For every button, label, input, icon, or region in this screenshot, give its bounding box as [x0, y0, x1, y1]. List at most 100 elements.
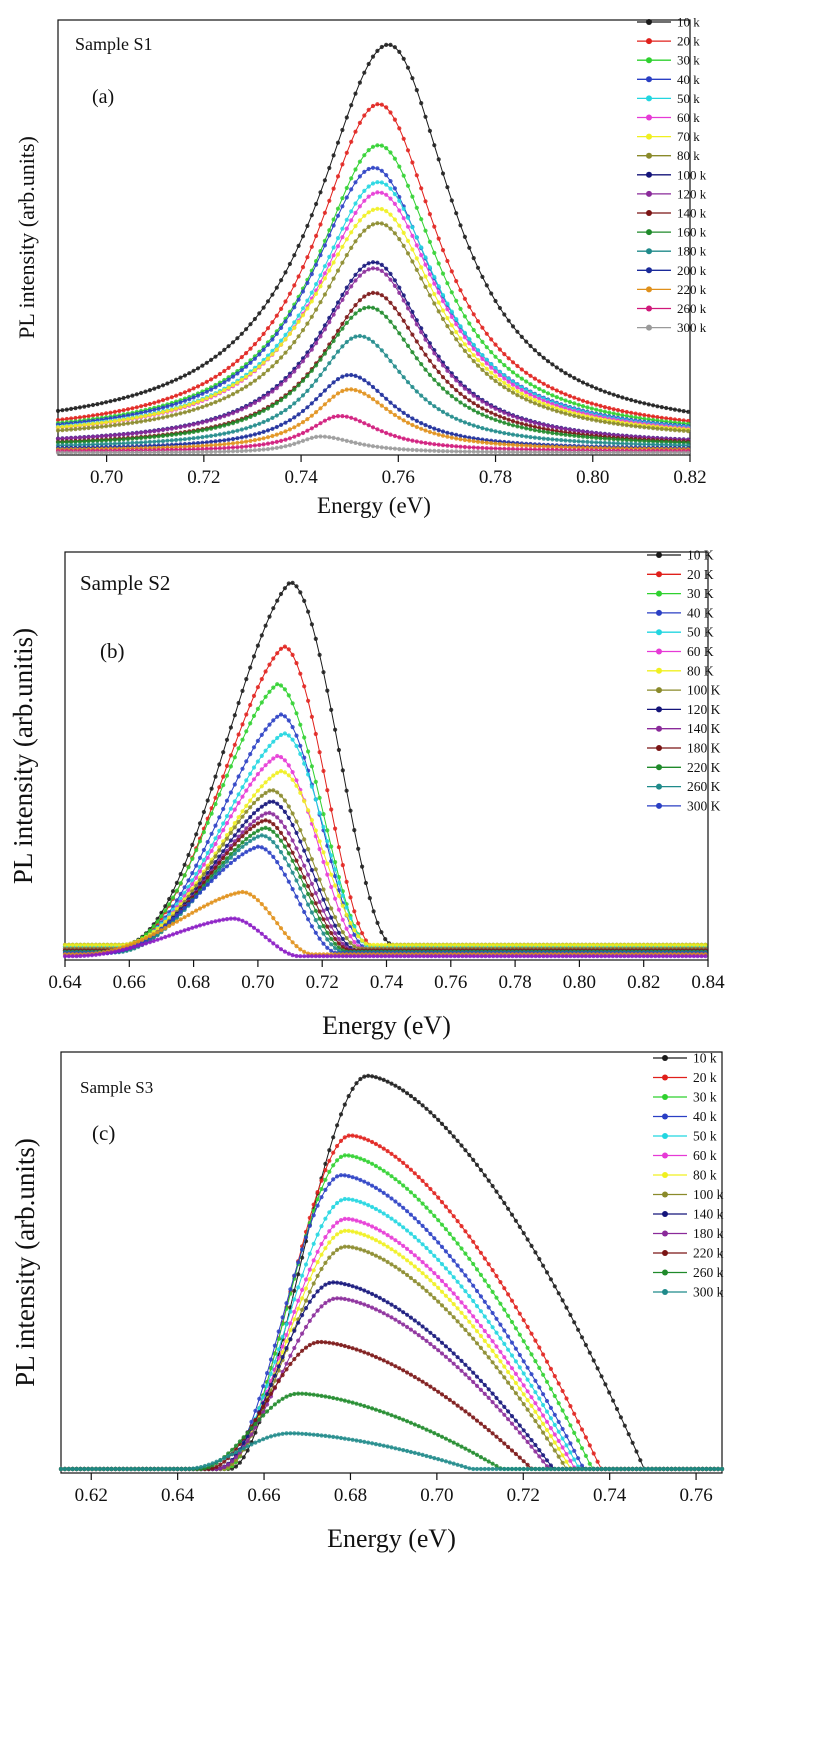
data-point: [263, 825, 268, 831]
data-point: [397, 126, 402, 131]
data-point: [182, 398, 187, 403]
data-point: [147, 388, 152, 393]
data-point: [563, 438, 568, 443]
data-point: [432, 292, 437, 297]
data-point: [221, 849, 226, 854]
data-point: [387, 942, 392, 948]
data-point: [182, 431, 187, 436]
data-point: [271, 854, 276, 860]
data-point: [467, 347, 472, 353]
data-point: [336, 893, 341, 899]
data-point: [278, 732, 284, 738]
data-point: [194, 894, 199, 899]
data-point: [261, 360, 266, 365]
data-point: [73, 427, 78, 432]
data-point: [510, 390, 516, 395]
data-point: [580, 404, 586, 409]
data-point: [240, 852, 245, 857]
data-point: [279, 325, 284, 330]
data-point: [279, 398, 284, 403]
data-point: [259, 732, 264, 738]
data-point: [160, 433, 166, 438]
data-point: [121, 450, 126, 455]
data-point: [576, 450, 581, 455]
data-point: [580, 415, 586, 420]
data-point: [462, 444, 467, 450]
data-point: [375, 307, 380, 312]
data-point: [271, 788, 276, 793]
data-point: [317, 795, 322, 801]
data-point: [275, 860, 280, 865]
data-point: [541, 426, 546, 431]
data-point: [278, 819, 284, 824]
data-point: [467, 435, 472, 440]
data-point: [624, 441, 629, 446]
data-point: [375, 190, 380, 195]
data-point: [515, 447, 520, 452]
data-point: [414, 318, 419, 323]
data-point: [655, 442, 660, 447]
data-point: [357, 174, 362, 179]
data-point: [515, 443, 520, 448]
data-point: [397, 194, 402, 200]
data-point: [532, 450, 538, 455]
data-point: [545, 384, 551, 389]
data-point: [178, 872, 183, 877]
data-point: [125, 432, 131, 437]
data-point: [240, 722, 245, 727]
data-point: [69, 439, 74, 445]
data-point: [427, 212, 432, 217]
data-point: [691, 942, 697, 948]
data-point: [235, 419, 240, 424]
data-point: [633, 411, 638, 416]
data-point: [296, 319, 301, 324]
data-point: [537, 428, 542, 434]
data-point: [182, 424, 187, 429]
data-point: [340, 936, 345, 942]
data-point: [187, 450, 192, 455]
data-point: [279, 438, 284, 443]
data-point: [419, 245, 424, 250]
data-point: [190, 871, 195, 876]
data-point: [541, 436, 546, 441]
data-point: [598, 436, 603, 441]
data-point: [95, 402, 100, 407]
data-point: [401, 436, 406, 441]
data-point: [611, 421, 616, 426]
data-point: [257, 398, 262, 403]
data-point: [642, 413, 647, 418]
data-point: [585, 400, 590, 405]
data-point: [296, 412, 301, 417]
legend-item: 60 k: [637, 110, 700, 125]
data-point: [160, 405, 166, 410]
data-point: [646, 450, 651, 455]
data-point: [370, 207, 376, 212]
data-point: [493, 412, 498, 417]
data-point: [366, 224, 371, 229]
data-point: [314, 363, 319, 368]
data-point: [226, 365, 231, 370]
data-point: [191, 444, 196, 449]
data-point: [197, 821, 203, 826]
data-point: [235, 371, 240, 376]
data-point: [282, 770, 287, 775]
data-point: [302, 761, 307, 766]
data-point: [261, 429, 266, 434]
data-point: [77, 426, 82, 431]
data-point: [222, 423, 227, 428]
data-point: [205, 820, 210, 826]
data-point: [329, 942, 334, 947]
data-point: [589, 435, 594, 440]
data-point: [419, 265, 424, 270]
data-point: [232, 851, 237, 856]
data-point: [502, 380, 507, 386]
data-point: [637, 438, 643, 443]
data-point: [410, 438, 415, 443]
data-point: [440, 409, 446, 414]
data-point: [155, 919, 160, 924]
data-point: [309, 892, 314, 897]
data-point: [261, 331, 266, 336]
data-point: [642, 438, 647, 444]
data-point: [283, 270, 288, 275]
